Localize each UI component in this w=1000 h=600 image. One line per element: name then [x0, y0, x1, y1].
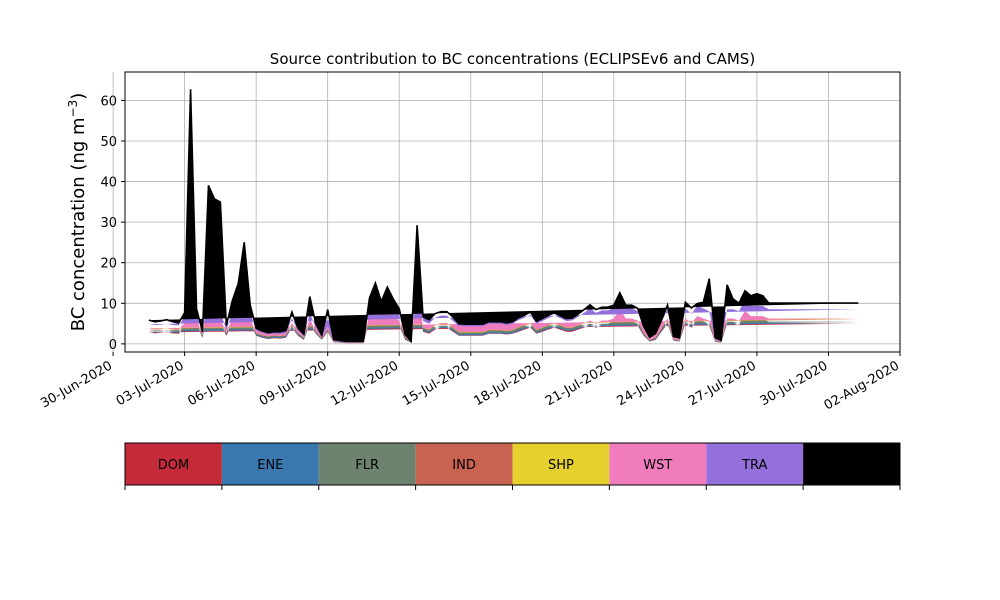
x-tick-label: 30-Jun-2020 [38, 358, 115, 411]
x-tick-label: 12-Jul-2020 [328, 358, 401, 409]
x-tick-label: 09-Jul-2020 [257, 358, 330, 409]
y-tick-label: 40 [100, 176, 117, 191]
x-tick-label: 24-Jul-2020 [615, 358, 688, 409]
y-axis-label-suffix: ) [68, 93, 89, 100]
legend-label-shp: SHP [548, 458, 574, 473]
legend-label-wst: WST [643, 458, 672, 473]
legend-label-ene: ENE [257, 458, 283, 473]
legend-swatch-dom [125, 443, 222, 485]
y-tick-label: 10 [100, 297, 117, 312]
source-legend: DOM ENE FLR IND SHP WST TRA BB [124, 442, 901, 490]
legend-label-flr: FLR [355, 458, 379, 473]
y-tick-label: 30 [100, 216, 117, 231]
x-tick-label: 18-Jul-2020 [471, 358, 544, 409]
plot-area: 0 10 20 30 40 50 60 30-Jun-202003-Jul-202006-J… [38, 71, 902, 414]
y-tick-label: 60 [100, 94, 117, 109]
y-axis-label: BC concentration (ng m−3) [66, 93, 89, 332]
plot-background [125, 72, 900, 352]
x-tick-label: 27-Jul-2020 [686, 358, 759, 409]
legend-swatch-ind [415, 443, 513, 485]
x-tick-label: 06-Jul-2020 [185, 358, 258, 409]
legend-label-dom: DOM [158, 458, 189, 473]
y-tick-label: 50 [100, 135, 117, 150]
x-tick-label: 21-Jul-2020 [543, 358, 616, 409]
total-outline [148, 89, 859, 344]
y-tick-label: 20 [100, 257, 117, 272]
legend-swatch-bb [803, 443, 900, 485]
chart-title: Source contribution to BC concentrations… [270, 50, 755, 68]
legend-swatch-ene [221, 443, 319, 485]
x-tick-label: 30-Jul-2020 [758, 358, 831, 409]
x-tick-label: 02-Aug-2020 [822, 358, 902, 413]
legend-swatch-tra [706, 443, 804, 485]
y-tick-label: 0 [109, 338, 117, 353]
y-axis-ticks: 0 10 20 30 40 50 60 [100, 94, 125, 353]
area-bb [148, 89, 859, 342]
x-tick-label: 15-Jul-2020 [400, 358, 473, 409]
legend-swatch-wst [609, 443, 707, 485]
legend-swatch-flr [318, 443, 416, 485]
y-axis-label-superscript: −3 [66, 100, 80, 118]
legend-swatch-shp [512, 443, 610, 485]
legend-label-tra: TRA [741, 458, 767, 473]
y-axis-label-main: BC concentration (ng m [68, 117, 89, 331]
plot-frame [124, 71, 901, 353]
x-tick-label: 03-Jul-2020 [114, 358, 187, 409]
legend-label-ind: IND [452, 458, 476, 473]
x-axis-ticks: 30-Jun-202003-Jul-202006-Jul-202009-Jul-… [38, 352, 902, 414]
legend-label-bb: BB [843, 458, 861, 473]
